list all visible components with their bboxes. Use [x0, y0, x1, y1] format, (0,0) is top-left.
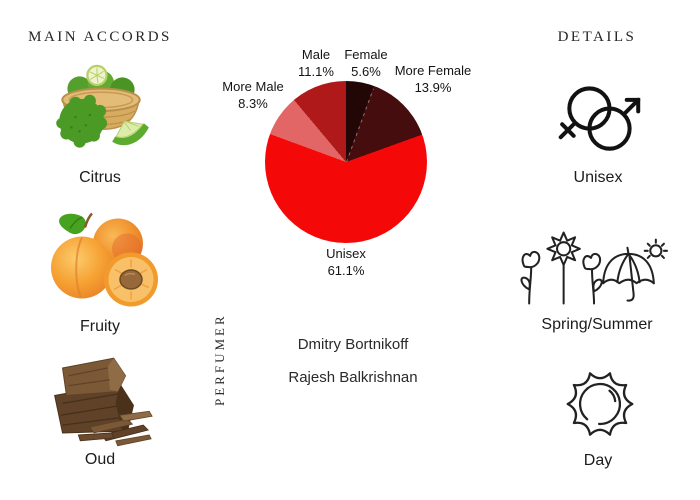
day-detail [562, 366, 638, 442]
pie-label-more-female-name: More Female [394, 63, 472, 78]
pie-chart [265, 81, 427, 243]
season-detail [516, 224, 668, 306]
perfumer-name-2: Rajesh Balkrishnan [288, 369, 418, 386]
gender-unisex-icon [558, 86, 641, 151]
flowers-umbrella-sun-icon [520, 231, 668, 305]
pie-label-female: Female 5.6% [316, 46, 416, 80]
unisex-label: Unisex [573, 169, 623, 186]
oud-label: Oud [84, 451, 116, 468]
pie-label-more-female: More Female 13.9% [373, 62, 493, 96]
sun-icon [566, 372, 634, 436]
pie-label-more-male: More Male 8.3% [193, 78, 313, 112]
fruity-label: Fruity [80, 318, 120, 335]
main-accords-title: MAIN ACCORDS [28, 29, 172, 45]
unisex-detail [551, 76, 647, 164]
oud-accord-image [33, 346, 161, 450]
perfumer-name-1: Dmitry Bortnikoff [297, 336, 409, 353]
pie-label-female-name: Female [344, 47, 388, 62]
pie-label-male: Male 11.1% [266, 46, 366, 80]
pie-label-more-male-name: More Male [222, 79, 284, 94]
pie-label-female-value: 5.6% [351, 64, 381, 79]
pie-label-male-name: Male [301, 47, 331, 62]
details-title: DETAILS [557, 29, 637, 45]
agarwood-icon [54, 357, 153, 447]
pie-label-unisex-name: Unisex [326, 246, 366, 261]
pie-label-male-value: 11.1% [298, 64, 334, 79]
pie-label-unisex: Unisex 61.1% [296, 245, 396, 279]
season-label: Spring/Summer [541, 316, 653, 333]
day-label: Day [583, 452, 613, 469]
perfumer-title: PERFUMER [212, 313, 227, 406]
bergamot-basket-icon [56, 64, 149, 148]
apricots-icon [51, 212, 158, 307]
pie-label-more-female-value: 13.9% [414, 80, 452, 95]
pie-label-more-male-value: 8.3% [238, 96, 268, 111]
pie-label-unisex-value: 61.1% [327, 263, 365, 278]
fruity-accord-image [30, 207, 170, 313]
citrus-label: Citrus [79, 169, 121, 186]
citrus-accord-image [45, 58, 157, 160]
